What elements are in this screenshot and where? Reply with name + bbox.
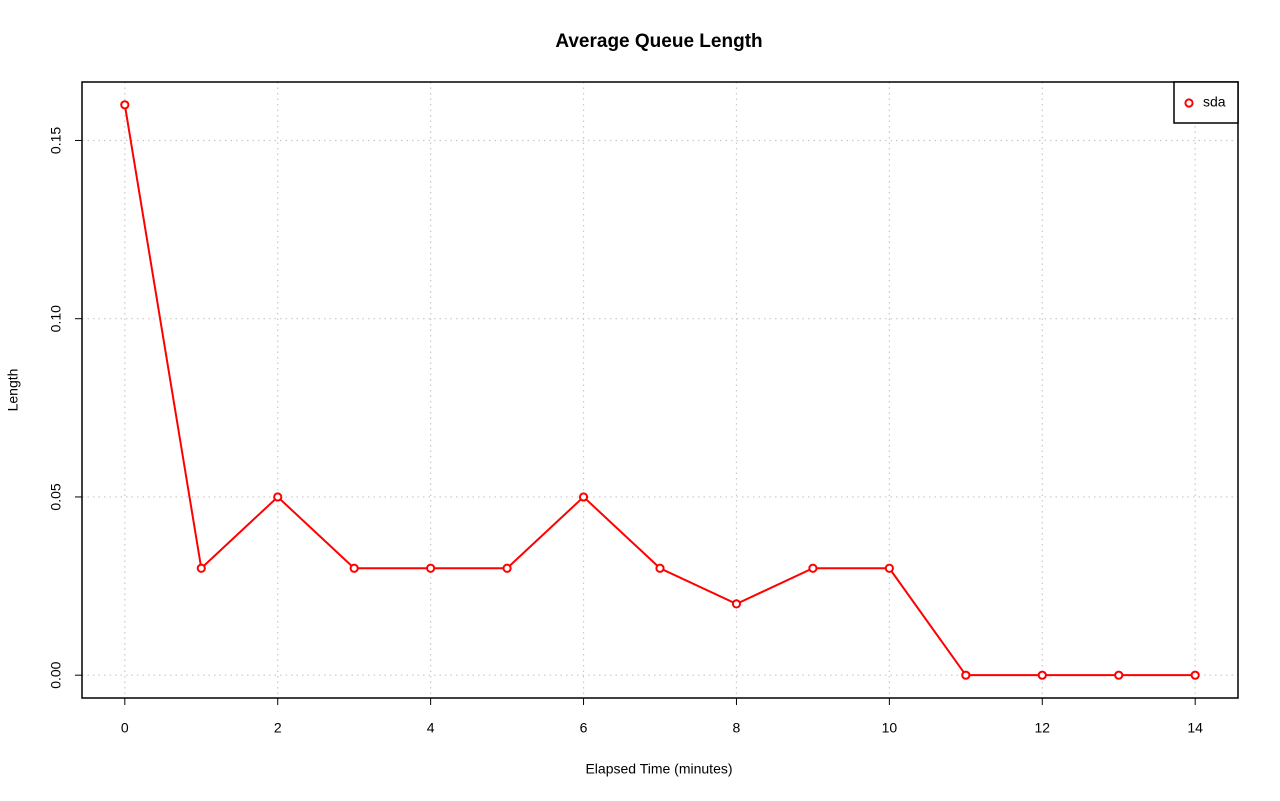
data-point [884,563,894,573]
data-point [196,563,206,573]
series-line [123,104,1196,677]
x-tick-label: 0 [121,720,129,736]
data-point [120,100,130,110]
chart-title: Average Queue Length [555,31,762,52]
y-tick-label: 0.05 [48,483,64,510]
data-point [961,670,971,680]
data-point [1190,670,1200,680]
data-point [426,563,436,573]
x-tick-label: 10 [882,720,898,736]
x-tick-label: 12 [1034,720,1050,736]
y-axis-title: Length [5,369,21,412]
x-tick-label: 2 [274,720,282,736]
data-point [349,563,359,573]
x-tick-label: 4 [427,720,435,736]
y-tick-label: 0.15 [48,127,64,154]
x-tick-label: 14 [1187,720,1203,736]
data-point [655,563,665,573]
data-point [731,599,742,609]
legend-box [1173,81,1239,124]
data-point [273,492,283,502]
x-tick-label: 6 [580,720,588,736]
data-point [1037,670,1047,680]
x-tick-label: 8 [733,720,741,736]
data-point [808,563,818,573]
legend-label: sda [1203,94,1226,110]
data-point [1114,670,1124,680]
plot-frame [81,81,1239,699]
y-tick-label: 0.00 [48,661,64,688]
data-point [578,492,589,502]
y-tick-label: 0.10 [48,305,64,332]
data-point [502,563,512,573]
x-axis-title: Elapsed Time (minutes) [585,761,732,777]
legend-marker [1184,98,1194,108]
